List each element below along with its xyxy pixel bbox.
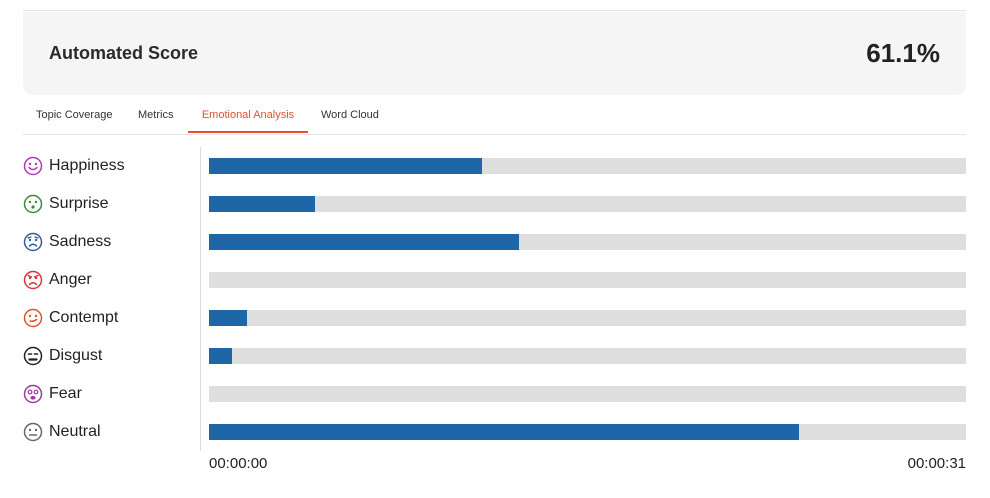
tab-topic-coverage[interactable]: Topic Coverage	[36, 109, 113, 121]
tab-word-cloud[interactable]: Word Cloud	[321, 109, 379, 121]
bar-surprise	[209, 196, 315, 212]
emotion-label: Neutral	[49, 423, 101, 440]
bar-track-fear	[209, 386, 966, 402]
tab-emotional-analysis[interactable]: Emotional Analysis	[188, 96, 308, 133]
score-value: 61.1%	[866, 38, 940, 68]
tab-metrics[interactable]: Metrics	[138, 109, 174, 121]
bar-track-contempt	[209, 310, 966, 326]
analysis-tabs: Topic Coverage Metrics Emotional Analysi…	[23, 96, 966, 135]
bar-track-neutral	[209, 424, 966, 440]
top-divider	[23, 10, 966, 11]
bar-contempt	[209, 310, 247, 326]
emotion-label: Contempt	[49, 309, 119, 326]
emotion-label: Disgust	[49, 347, 103, 364]
fear-face-icon	[23, 384, 43, 404]
emotion-row-happiness: Happiness	[23, 156, 125, 176]
bar-track-anger	[209, 272, 966, 288]
emotion-label: Fear	[49, 385, 82, 402]
timeline-end-label: 00:00:31	[907, 455, 966, 472]
emotion-row-contempt: Contempt	[23, 308, 118, 328]
emotion-label: Happiness	[49, 157, 125, 174]
emotion-row-surprise: Surprise	[23, 194, 109, 214]
emotion-row-sadness: Sadness	[23, 232, 111, 252]
bar-neutral	[209, 424, 800, 440]
emotion-row-neutral: Neutral	[23, 422, 101, 442]
automated-score-card: Automated Score 61.1%	[23, 12, 966, 95]
timeline-start-label: 00:00:00	[209, 455, 268, 472]
emotion-row-disgust: Disgust	[23, 346, 102, 366]
score-label: Automated Score	[49, 43, 199, 63]
bar-track-disgust	[209, 348, 966, 364]
emotion-label: Surprise	[49, 195, 109, 212]
bar-disgust	[209, 348, 232, 364]
happiness-face-icon	[23, 156, 43, 176]
bar-track-sadness	[209, 234, 966, 250]
bar-track-surprise	[209, 196, 966, 212]
neutral-face-icon	[23, 422, 43, 442]
anger-face-icon	[23, 270, 43, 290]
surprise-face-icon	[23, 194, 43, 214]
contempt-face-icon	[23, 308, 43, 328]
bar-track-happiness	[209, 158, 966, 174]
disgust-face-icon	[23, 346, 43, 366]
emotion-row-fear: Fear	[23, 384, 82, 404]
emotion-label: Sadness	[49, 233, 112, 250]
bar-sadness	[209, 234, 520, 250]
timeline-axis-line	[200, 147, 201, 451]
emotion-label: Anger	[49, 271, 92, 288]
emotion-row-anger: Anger	[23, 270, 92, 290]
sadness-face-icon	[23, 232, 43, 252]
bar-happiness	[209, 158, 482, 174]
